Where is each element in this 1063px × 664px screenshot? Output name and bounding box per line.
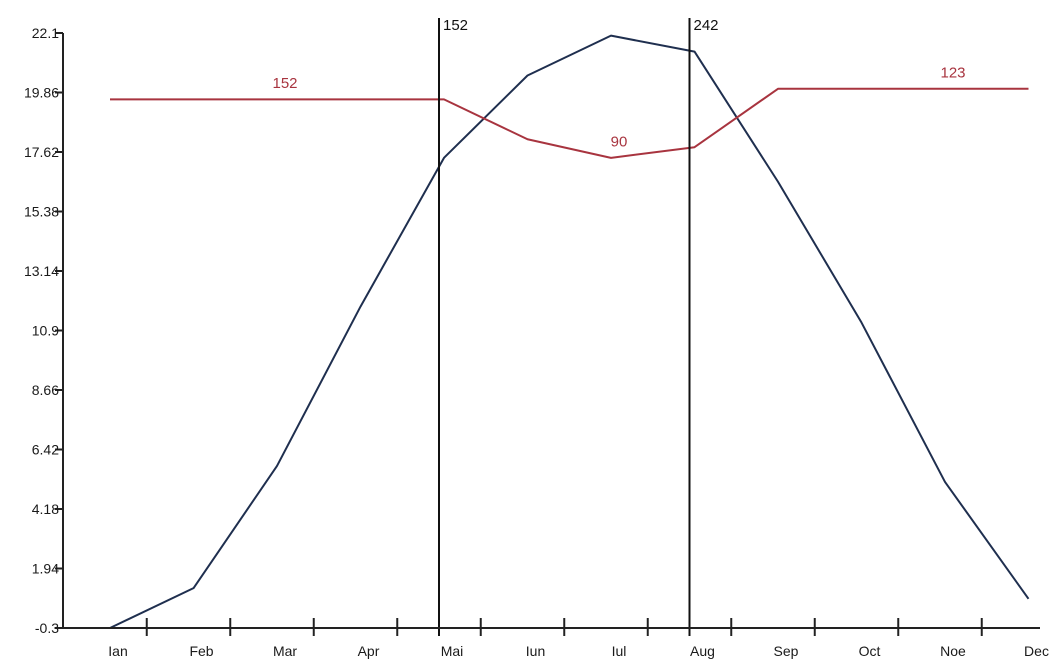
x-tick-label: Dec (1024, 643, 1049, 659)
y-tick-label: 19.86 (24, 85, 59, 101)
x-tick-label: Mar (273, 643, 297, 659)
x-tick-label: Mai (441, 643, 464, 659)
x-tick-label: Oct (859, 643, 881, 659)
x-tick-label: Feb (189, 643, 213, 659)
x-tick-label: Apr (358, 643, 380, 659)
axes (55, 32, 1040, 636)
y-tick-label: 1.94 (32, 561, 59, 577)
series-annotation: 123 (940, 64, 965, 81)
y-tick-label: 6.42 (32, 442, 59, 458)
vertical-marker-label: 242 (694, 17, 719, 34)
y-tick-label: 17.62 (24, 144, 59, 160)
x-tick-label: Aug (690, 643, 715, 659)
y-tick-label: 4.18 (32, 501, 59, 517)
y-tick-label: -0.3 (35, 620, 59, 636)
series-line-1 (109, 34, 1030, 629)
y-tick-label: 15.38 (24, 204, 59, 220)
x-tick-label: Iul (612, 643, 627, 659)
plot-lines (109, 18, 1030, 636)
labels: 22.1 19.86 17.62 15.38 13.14 10.9 8.66 6.42 4.18… (24, 17, 1049, 659)
x-tick-label: Ian (108, 643, 127, 659)
series-annotation: 90 (611, 134, 628, 151)
x-tick-label: Noe (940, 643, 966, 659)
vertical-marker-label: 152 (443, 17, 468, 34)
y-tick-label: 10.9 (32, 323, 59, 339)
series-line-2 (110, 87, 1029, 159)
x-tick-label: Iun (526, 643, 545, 659)
y-tick-label: 8.66 (32, 382, 59, 398)
x-tick-label: Sep (774, 643, 799, 659)
series-annotation: 152 (272, 75, 297, 92)
y-tick-label: 13.14 (24, 263, 59, 279)
y-tick-label: 22.1 (32, 25, 59, 41)
